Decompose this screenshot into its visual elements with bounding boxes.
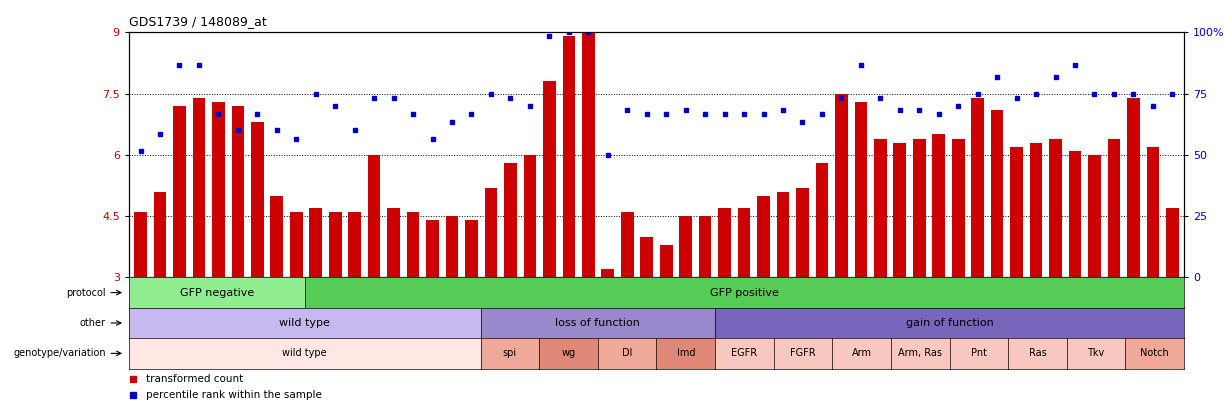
Bar — [874, 139, 887, 277]
Text: Ras: Ras — [1028, 348, 1047, 358]
Bar — [1069, 151, 1081, 277]
Text: protocol: protocol — [66, 288, 106, 298]
Text: GDS1739 / 148089_at: GDS1739 / 148089_at — [129, 15, 266, 28]
Bar — [933, 134, 945, 277]
Text: other: other — [80, 318, 106, 328]
Text: wg: wg — [562, 348, 575, 358]
Bar — [485, 188, 497, 277]
Bar — [153, 192, 167, 277]
Text: Dl: Dl — [622, 348, 632, 358]
Bar — [1049, 139, 1061, 277]
Bar — [854, 102, 867, 277]
Bar — [1010, 147, 1023, 277]
Bar — [212, 102, 225, 277]
Text: EGFR: EGFR — [731, 348, 757, 358]
Bar — [991, 110, 1004, 277]
Bar — [309, 208, 321, 277]
Bar — [952, 139, 964, 277]
Bar — [972, 98, 984, 277]
Text: loss of function: loss of function — [556, 318, 640, 328]
Text: wild type: wild type — [282, 348, 328, 358]
Bar — [757, 196, 769, 277]
Text: transformed count: transformed count — [146, 374, 243, 384]
Text: FGFR: FGFR — [790, 348, 816, 358]
Bar — [737, 208, 751, 277]
Bar — [1128, 98, 1140, 277]
Text: Notch: Notch — [1140, 348, 1169, 358]
Bar — [544, 81, 556, 277]
Text: wild type: wild type — [280, 318, 330, 328]
Bar — [368, 155, 380, 277]
Bar — [348, 212, 361, 277]
Bar — [699, 216, 712, 277]
Bar — [134, 212, 147, 277]
Text: Pnt: Pnt — [971, 348, 987, 358]
Text: genotype/variation: genotype/variation — [13, 348, 106, 358]
Text: GFP positive: GFP positive — [710, 288, 779, 298]
Text: Arm: Arm — [852, 348, 871, 358]
Text: spi: spi — [503, 348, 517, 358]
Bar — [562, 36, 575, 277]
Bar — [232, 106, 244, 277]
Bar — [445, 216, 459, 277]
Bar — [718, 208, 731, 277]
Bar — [504, 163, 517, 277]
Bar — [270, 196, 283, 277]
Bar — [621, 212, 633, 277]
Bar — [1108, 139, 1120, 277]
Bar — [426, 220, 439, 277]
Text: Arm, Ras: Arm, Ras — [898, 348, 942, 358]
Bar — [582, 32, 595, 277]
Bar — [173, 106, 185, 277]
Bar — [388, 208, 400, 277]
Bar — [893, 143, 906, 277]
Bar — [816, 163, 828, 277]
Bar — [1166, 208, 1179, 277]
Text: GFP negative: GFP negative — [179, 288, 254, 298]
Bar — [777, 192, 789, 277]
Text: Tkv: Tkv — [1087, 348, 1104, 358]
Bar — [680, 216, 692, 277]
Bar — [524, 155, 536, 277]
Bar — [407, 212, 420, 277]
Bar — [193, 98, 205, 277]
Bar — [601, 269, 614, 277]
Bar — [913, 139, 925, 277]
Bar — [465, 220, 477, 277]
Bar — [640, 237, 653, 277]
Text: percentile rank within the sample: percentile rank within the sample — [146, 390, 321, 400]
Bar — [660, 245, 672, 277]
Bar — [796, 188, 809, 277]
Bar — [1146, 147, 1160, 277]
Bar — [329, 212, 341, 277]
Text: gain of function: gain of function — [906, 318, 994, 328]
Text: Imd: Imd — [676, 348, 694, 358]
Bar — [1029, 143, 1043, 277]
Bar — [836, 94, 848, 277]
Bar — [252, 122, 264, 277]
Bar — [1088, 155, 1101, 277]
Bar — [290, 212, 303, 277]
